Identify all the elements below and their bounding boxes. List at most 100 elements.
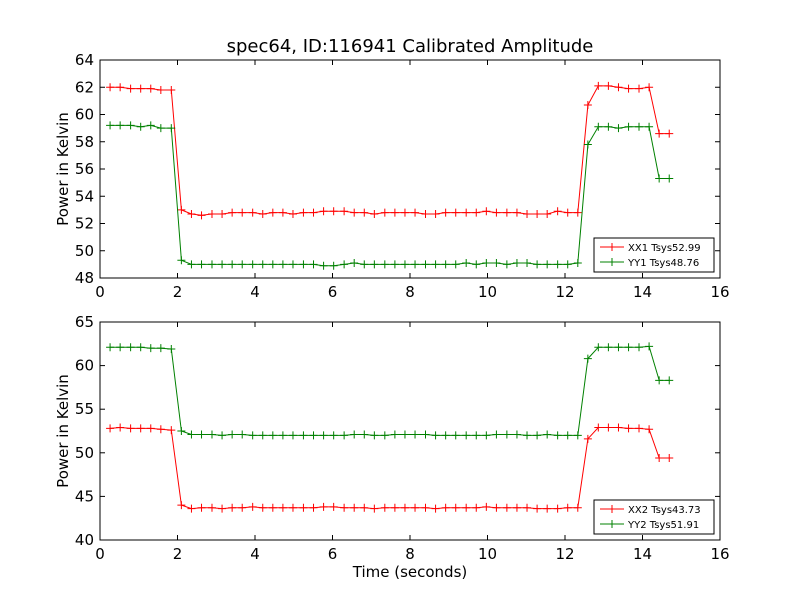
data-point <box>370 260 379 269</box>
data-point <box>288 503 297 512</box>
data-point <box>156 344 165 353</box>
data-point <box>604 122 613 131</box>
data-point <box>187 260 196 269</box>
data-point <box>583 354 592 363</box>
data-point <box>288 209 297 218</box>
data-point <box>146 121 155 130</box>
data-point <box>411 260 420 269</box>
data-point <box>451 503 460 512</box>
bottom-plot: 0 2 4 6 8 10 12 14 16 40 45 50 55 60 65 Power in Kelvin… <box>54 313 730 563</box>
data-point <box>390 208 399 217</box>
data-point <box>278 431 287 440</box>
data-point <box>207 209 216 218</box>
series-line-1 <box>110 426 670 510</box>
data-point <box>635 424 644 433</box>
x-tick-label: 6 <box>328 283 338 301</box>
data-point <box>645 122 654 131</box>
y-axis-label: Power in Kelvin <box>54 112 72 226</box>
data-point <box>441 503 450 512</box>
data-point <box>563 503 572 512</box>
data-point <box>329 207 338 216</box>
data-point <box>116 121 125 130</box>
data-point <box>523 209 532 218</box>
y-tick-label: 60 <box>75 106 94 124</box>
data-point <box>523 259 532 268</box>
x-tick-label: 4 <box>250 545 260 563</box>
data-point <box>288 260 297 269</box>
data-point <box>167 85 176 94</box>
data-point <box>421 260 430 269</box>
data-point <box>187 430 196 439</box>
x-tick-label: 6 <box>328 545 338 563</box>
data-point <box>390 260 399 269</box>
data-point <box>116 343 125 352</box>
y-tick-label: 54 <box>75 187 94 205</box>
data-point <box>268 260 277 269</box>
data-point <box>665 454 674 463</box>
data-point <box>350 503 359 512</box>
data-point <box>238 260 247 269</box>
data-point <box>431 209 440 218</box>
data-point <box>553 260 562 269</box>
data-point <box>146 424 155 433</box>
y-tick-label: 52 <box>75 215 94 233</box>
data-point <box>380 260 389 269</box>
x-tick-label: 10 <box>478 545 497 563</box>
x-tick-label: 16 <box>710 283 729 301</box>
data-point <box>543 430 552 439</box>
y-tick-label: 55 <box>75 400 94 418</box>
data-point <box>583 434 592 443</box>
legend-marker <box>608 258 616 266</box>
data-point <box>543 260 552 269</box>
x-tick-label: 14 <box>633 545 652 563</box>
data-point <box>594 122 603 131</box>
data-point <box>645 342 654 351</box>
data-point <box>268 503 277 512</box>
data-point <box>319 431 328 440</box>
data-point <box>360 208 369 217</box>
data-point <box>502 430 511 439</box>
data-point <box>431 260 440 269</box>
data-point <box>645 83 654 92</box>
data-point <box>665 174 674 183</box>
y-tick-label: 60 <box>75 357 94 375</box>
data-point <box>472 431 481 440</box>
data-point <box>238 208 247 217</box>
legend-marker <box>608 243 616 251</box>
data-point <box>167 345 176 354</box>
data-point <box>238 503 247 512</box>
data-point <box>146 84 155 93</box>
data-point <box>594 81 603 90</box>
data-point <box>309 431 318 440</box>
data-point <box>187 209 196 218</box>
data-point <box>492 259 501 268</box>
y-tick-label: 50 <box>75 444 94 462</box>
data-point <box>624 343 633 352</box>
data-point <box>563 208 572 217</box>
x-tick-label: 2 <box>173 545 183 563</box>
data-point <box>370 209 379 218</box>
data-point <box>278 503 287 512</box>
data-point <box>268 208 277 217</box>
data-point <box>187 504 196 513</box>
data-point <box>299 431 308 440</box>
data-point <box>258 209 267 218</box>
data-point <box>482 431 491 440</box>
data-point <box>218 209 227 218</box>
y-axis-label: Power in Kelvin <box>54 374 72 488</box>
data-point <box>197 260 206 269</box>
x-tick-label: 0 <box>95 545 105 563</box>
x-tick-label: 4 <box>250 283 260 301</box>
top-plot: 0 2 4 6 8 10 12 14 16 48 50 52 54 56 58 60 62 64 Power in … <box>54 51 730 301</box>
data-point <box>604 81 613 90</box>
data-point <box>655 129 664 138</box>
data-point <box>218 504 227 513</box>
data-point <box>400 503 409 512</box>
x-tick-label: 10 <box>478 283 497 301</box>
data-point <box>462 259 471 268</box>
data-point <box>248 431 257 440</box>
data-point <box>594 423 603 432</box>
data-point <box>156 124 165 133</box>
legend-label: YY2 Tsys51.91 <box>627 520 699 531</box>
chart-title: spec64, ID:116941 Calibrated Amplitude <box>227 36 594 57</box>
